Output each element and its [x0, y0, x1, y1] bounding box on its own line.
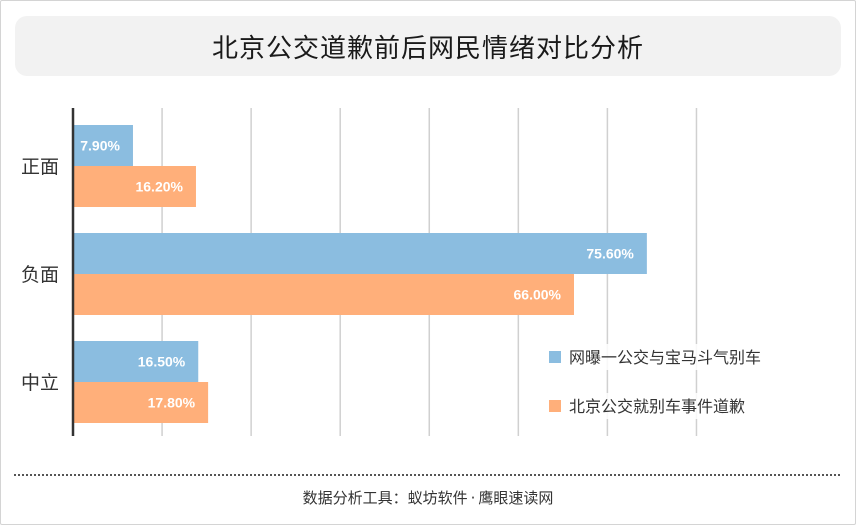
data-label: 7.90% [80, 138, 120, 154]
category-label: 正面 [21, 156, 59, 178]
data-label: 16.50% [138, 354, 186, 370]
category-label: 中立 [21, 372, 59, 394]
title-banner: 北京公交道歉前后网民情绪对比分析 [15, 16, 841, 76]
chart-title: 北京公交道歉前后网民情绪对比分析 [211, 33, 644, 64]
footer-tool-1: 蚁坊软件 [407, 489, 468, 507]
data-label: 75.60% [586, 246, 634, 262]
footer: 数据分析工具：蚁坊软件 · 鹰眼速读网 [0, 487, 856, 508]
footer-tool-2: 鹰眼速读网 [478, 489, 554, 507]
legend-label: 北京公交就别车事件道歉 [569, 397, 745, 416]
data-label: 66.00% [514, 287, 562, 303]
legend-bg [539, 344, 769, 370]
bar-2-1 [73, 166, 196, 207]
bar-2-2 [73, 274, 574, 315]
bar-2-3 [73, 382, 209, 423]
footer-divider [14, 474, 840, 476]
legend-bg [539, 393, 769, 419]
data-label: 16.20% [135, 179, 183, 195]
legend-label: 网曝一公交与宝马斗气别车 [569, 348, 761, 367]
bar-1-1 [73, 125, 133, 166]
footer-label: 数据分析工具： [302, 489, 408, 507]
legend-swatch [549, 400, 561, 412]
legend-swatch [549, 351, 561, 363]
footer-separator: · [470, 489, 476, 507]
bar-1-3 [73, 341, 199, 382]
data-label: 17.80% [148, 395, 196, 411]
bar-1-2 [73, 233, 647, 274]
category-label: 负面 [21, 264, 59, 286]
